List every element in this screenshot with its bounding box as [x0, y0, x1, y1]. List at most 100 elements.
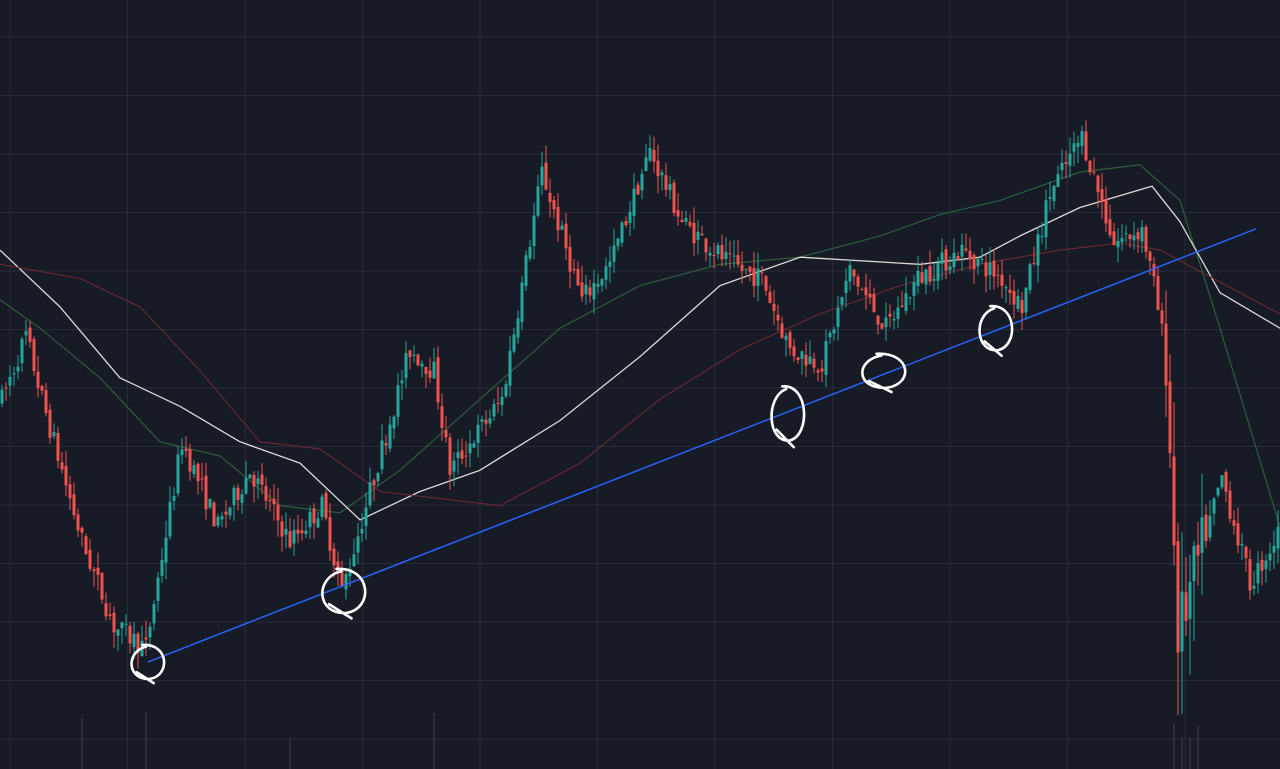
candle-body — [92, 569, 96, 572]
candle-body — [684, 218, 688, 222]
candle-body — [228, 507, 232, 516]
candle-body — [940, 252, 944, 264]
candle-body — [1084, 131, 1088, 161]
candle-body — [324, 492, 328, 519]
candle-body — [1152, 263, 1156, 277]
candle-body — [476, 424, 480, 443]
candlesticks — [0, 120, 1280, 716]
candle-body — [416, 354, 420, 366]
candle-body — [1044, 200, 1048, 238]
candle-body — [1240, 543, 1244, 546]
candle-body — [1224, 472, 1228, 492]
candle-body — [996, 274, 1000, 276]
candle-body — [384, 443, 388, 446]
candle-body — [244, 477, 248, 494]
candle-body — [816, 370, 820, 373]
candle-body — [944, 249, 948, 271]
candle-body — [924, 269, 928, 285]
candle-body — [0, 389, 4, 404]
candle-body — [1164, 323, 1168, 386]
candle-body — [716, 245, 720, 255]
candle-body — [904, 293, 908, 311]
candle-body — [1004, 287, 1008, 289]
candle-body — [1228, 490, 1232, 519]
candle-body — [1112, 231, 1116, 245]
candle-body — [836, 307, 840, 327]
candle-body — [124, 623, 128, 625]
candle-body — [656, 160, 660, 177]
candle-body — [1116, 240, 1120, 248]
candle-body — [992, 260, 996, 277]
candle-body — [1208, 515, 1212, 538]
candle-body — [32, 339, 36, 372]
touch-marker-circle — [978, 304, 1014, 357]
candle-body — [252, 475, 256, 487]
candle-body — [72, 494, 76, 516]
candle-body — [232, 487, 236, 505]
candle-body — [1180, 591, 1184, 652]
candle-body — [1264, 560, 1268, 569]
candle-body — [1188, 581, 1192, 619]
candle-body — [840, 296, 844, 305]
candle-body — [1272, 545, 1276, 553]
candle-body — [644, 157, 648, 172]
candle-body — [220, 515, 224, 520]
candle-body — [856, 276, 860, 287]
candle-body — [1144, 226, 1148, 252]
candle-body — [1000, 274, 1004, 286]
candle-body — [340, 571, 344, 586]
candle-body — [292, 529, 296, 544]
candle-body — [1212, 498, 1216, 514]
candle-body — [504, 384, 508, 397]
candle-body — [128, 625, 132, 644]
candle-body — [948, 266, 952, 271]
candle-body — [860, 289, 864, 291]
candle-body — [1016, 295, 1020, 309]
candle-body — [320, 496, 324, 517]
candle-body — [316, 518, 320, 528]
candle-body — [660, 172, 664, 176]
touch-marker-circle — [130, 643, 166, 685]
candle-body — [60, 462, 64, 470]
candle-body — [1252, 585, 1256, 589]
candle-body — [100, 572, 104, 600]
support-trendline[interactable] — [147, 228, 1257, 663]
candle-body — [48, 409, 52, 438]
candle-body — [56, 432, 60, 461]
candle-body — [352, 554, 356, 567]
candle-body — [456, 452, 460, 458]
candle-body — [748, 266, 752, 272]
candle-body — [496, 402, 500, 404]
candle-body — [44, 390, 48, 414]
candle-body — [1012, 290, 1016, 305]
candle-body — [760, 272, 764, 274]
candle-body — [1028, 264, 1032, 291]
candle-body — [876, 315, 880, 325]
candle-body — [500, 396, 504, 406]
candle-body — [984, 262, 988, 277]
candle-body — [624, 221, 628, 226]
candle-body — [372, 480, 376, 486]
trendline-layer[interactable] — [147, 228, 1257, 663]
candle-body — [164, 537, 168, 563]
candle-body — [432, 361, 436, 379]
candle-body — [1020, 300, 1024, 314]
candle-body — [1176, 541, 1180, 653]
candle-body — [692, 222, 696, 244]
candle-body — [484, 419, 488, 424]
candle-body — [804, 354, 808, 366]
candle-body — [884, 317, 888, 328]
candle-body — [148, 626, 152, 638]
candle-body — [336, 561, 340, 573]
candle-body — [1060, 162, 1064, 171]
candle-body — [1168, 381, 1172, 454]
candle-body — [808, 356, 812, 364]
candle-body — [848, 265, 852, 282]
candle-body — [52, 432, 56, 437]
moving-average-line — [0, 164, 1280, 528]
candle-body — [1148, 251, 1152, 261]
candle-body — [1080, 131, 1084, 146]
candle-body — [176, 454, 180, 494]
